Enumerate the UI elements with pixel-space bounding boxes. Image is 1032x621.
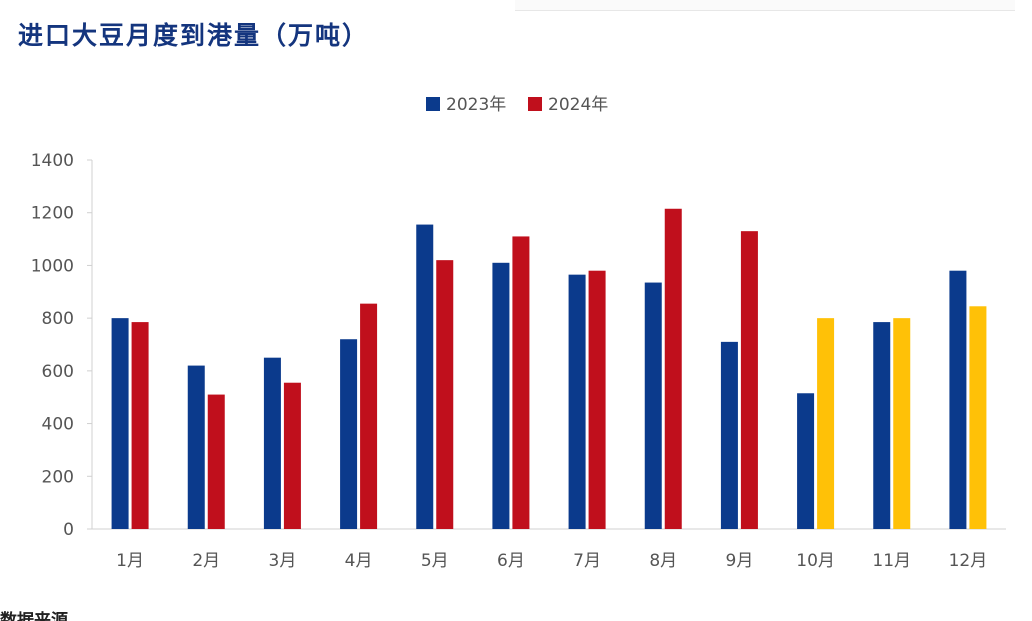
- y-tick-label: 1000: [31, 256, 74, 276]
- x-tick-label: 3月: [269, 551, 297, 571]
- y-tick-label: 800: [42, 309, 74, 329]
- legend-label: 2023年: [446, 95, 506, 115]
- bar-2023: [111, 318, 129, 529]
- x-tick-label: 11月: [872, 551, 911, 571]
- bar-2023: [416, 224, 434, 529]
- bar-2023: [873, 322, 891, 529]
- bar-2024: [664, 208, 682, 529]
- y-tick-label: 1200: [31, 204, 74, 224]
- x-tick-label: 4月: [345, 551, 373, 571]
- bar-2024: [131, 322, 149, 529]
- footer-text: 数据来源: [0, 611, 68, 621]
- y-tick-label: 1400: [31, 151, 74, 171]
- y-tick-label: 600: [42, 362, 74, 382]
- y-tick-label: 0: [63, 520, 74, 540]
- bar-2024: [740, 231, 758, 529]
- x-tick-label: 9月: [726, 551, 754, 571]
- chart-title: 进口大豆月度到港量（万吨）: [18, 21, 370, 50]
- y-tick-label: 400: [42, 415, 74, 435]
- bar-2023: [949, 270, 967, 529]
- bar-2023: [568, 274, 586, 529]
- legend: 2023年 2024年: [426, 95, 608, 115]
- x-tick-label: 10月: [796, 551, 835, 571]
- bar-2023: [797, 393, 815, 529]
- x-tick-label: 12月: [949, 551, 988, 571]
- legend-swatch-2024: [528, 97, 542, 111]
- x-tick-label: 7月: [573, 551, 601, 571]
- bars: [111, 208, 987, 529]
- x-tick-label: 8月: [649, 551, 677, 571]
- bar-2024: [588, 270, 606, 529]
- x-tick-label: 1月: [116, 551, 144, 571]
- bar-2023: [263, 357, 281, 529]
- y-tick-label: 200: [42, 467, 74, 487]
- bar-2024: [360, 303, 378, 529]
- bar-2023: [187, 365, 205, 529]
- bar-2023: [492, 262, 510, 529]
- bar-2023: [644, 282, 662, 529]
- bar-2024: [969, 306, 987, 529]
- axes: 0 200 400 600 800 1000 1200 1400 1月 2月 3月 4月 5月 6月 7月 8…: [31, 151, 1006, 571]
- x-tick-label: 6月: [497, 551, 525, 571]
- top-strip-decoration: [515, 0, 1015, 11]
- bar-2024: [283, 382, 301, 529]
- bar-2023: [340, 339, 358, 529]
- bar-2024: [207, 394, 225, 529]
- bar-2024: [436, 260, 454, 529]
- bar-2023: [720, 341, 738, 529]
- legend-label: 2024年: [548, 95, 608, 115]
- bar-2024: [893, 318, 911, 529]
- x-tick-label: 2月: [192, 551, 220, 571]
- bar-2024: [512, 236, 530, 529]
- x-tick-label: 5月: [421, 551, 449, 571]
- legend-swatch-2023: [426, 97, 440, 111]
- bar-2024: [817, 318, 835, 529]
